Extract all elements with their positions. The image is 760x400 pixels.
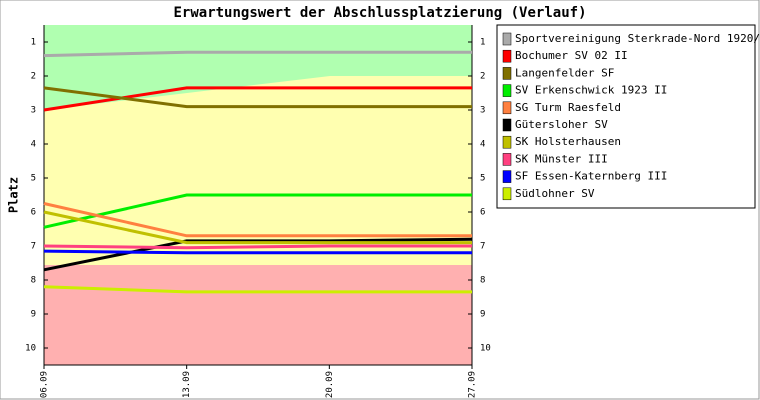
y-tick-label: 8 xyxy=(480,276,485,286)
y-tick-label: 6 xyxy=(31,208,36,218)
y-tick-label: 7 xyxy=(31,242,36,252)
legend-swatch xyxy=(502,187,512,201)
legend-swatch xyxy=(502,135,512,149)
legend-swatch xyxy=(502,32,512,46)
y-tick-label: 1 xyxy=(480,38,485,48)
y-axis-label: Platz xyxy=(7,177,21,213)
legend-label: SK Holsterhausen xyxy=(515,135,621,148)
y-tick-label: 9 xyxy=(31,310,36,320)
legend-swatch xyxy=(502,84,512,97)
series-line xyxy=(43,86,472,112)
legend-swatch xyxy=(502,101,512,115)
legend-swatch xyxy=(502,153,512,166)
legend-label: SF Essen-Katernberg III xyxy=(515,170,667,183)
series-line xyxy=(43,50,472,58)
y-tick-label: 2 xyxy=(31,72,36,82)
zone-bottom xyxy=(44,265,472,365)
x-tick-label: 06.09 xyxy=(40,371,50,398)
y-tick-label: 10 xyxy=(25,344,36,354)
legend-label: Sportvereinigung Sterkrade-Nord 1920/25 xyxy=(515,32,760,45)
x-tick-label: 27.09 xyxy=(468,371,478,398)
series-line xyxy=(43,237,473,272)
x-tick-label: 20.09 xyxy=(325,371,335,398)
series-line xyxy=(43,285,472,294)
legend-label: SV Erkenschwick 1923 II xyxy=(515,84,667,97)
y-tick-label: 9 xyxy=(480,310,485,320)
y-tick-label: 2 xyxy=(480,72,485,82)
legend-box xyxy=(496,24,756,209)
legend-label: SG Turm Raesfeld xyxy=(515,101,621,114)
y-tick-label: 8 xyxy=(31,276,36,286)
x-tick-label: 13.09 xyxy=(182,371,192,398)
y-tick-label: 7 xyxy=(480,242,485,252)
legend-label: Langenfelder SF xyxy=(515,66,614,79)
series-line xyxy=(43,249,472,255)
legend-label: Bochumer SV 02 II xyxy=(515,49,628,62)
legend-swatch xyxy=(502,49,512,63)
y-tick-label: 5 xyxy=(31,174,36,184)
legend-swatch xyxy=(502,67,512,80)
y-tick-label: 3 xyxy=(31,106,36,116)
legend-label: Südlohner SV xyxy=(515,187,595,200)
y-tick-label: 4 xyxy=(480,140,485,150)
y-tick-label: 1 xyxy=(31,38,36,48)
y-tick-label: 5 xyxy=(480,174,485,184)
series-line xyxy=(43,210,472,245)
legend-label: SK Münster III xyxy=(515,152,608,165)
legend-swatch xyxy=(502,118,512,132)
zone-top xyxy=(44,25,472,110)
series-line xyxy=(43,202,472,238)
series-line xyxy=(43,193,472,229)
series-line xyxy=(43,244,472,250)
y-tick-label: 10 xyxy=(480,344,491,354)
chart-title: Erwartungswert der Abschlussplatzierung … xyxy=(173,5,586,21)
legend-swatch xyxy=(502,170,512,183)
y-tick-label: 3 xyxy=(480,106,485,116)
y-tick-label: 4 xyxy=(31,140,36,150)
series-line xyxy=(43,86,472,109)
y-tick-label: 6 xyxy=(480,208,485,218)
legend-label: Gütersloher SV xyxy=(515,118,608,131)
